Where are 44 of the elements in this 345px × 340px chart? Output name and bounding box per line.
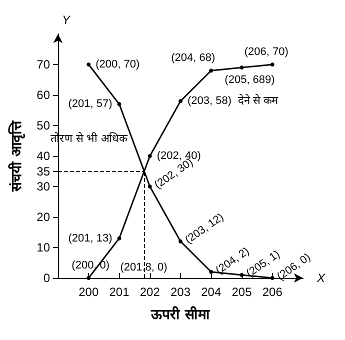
y-tick-label: 60 [36, 88, 50, 102]
point [209, 68, 214, 73]
data-label: (200, 70) [96, 58, 140, 70]
x-tick-label: 205 [232, 285, 252, 299]
point [240, 66, 244, 70]
y-tick-label: 30 [36, 180, 50, 194]
data-label: (201, 13) [68, 232, 112, 244]
text: Y [62, 13, 71, 27]
point [178, 99, 182, 104]
ref-line-label: (201.8, 0) [120, 262, 168, 274]
point [240, 272, 244, 277]
data-label: (203, 12) [183, 211, 226, 246]
point [148, 154, 152, 158]
data-label: (203, 58) [188, 95, 232, 108]
point [86, 62, 91, 66]
x-tick-label: 204 [201, 285, 222, 299]
y-tick-label: 0 [43, 271, 50, 285]
point [270, 62, 274, 66]
x-tick-label: 203 [170, 285, 191, 299]
y-tick-label: 50 [36, 118, 50, 132]
data-label: (201, 57) [68, 98, 112, 110]
y-axis-title: संचयी आवृत्ति [8, 120, 26, 192]
x-tick-label: 200 [78, 285, 99, 299]
x-tick-label: 206 [262, 285, 283, 299]
point [209, 270, 214, 274]
point [178, 239, 182, 244]
data-label: (205, 689) [224, 74, 275, 86]
x-tick-label: 202 [140, 285, 160, 299]
point [117, 236, 122, 240]
y-tick-label: 20 [36, 210, 50, 224]
y-tick-label: 10 [36, 240, 50, 254]
point [148, 184, 152, 188]
x-tick-label: 201 [109, 285, 130, 299]
data-label: (206, 70) [244, 46, 288, 58]
y-tick-label: 70 [36, 58, 50, 72]
data-label: (204, 68) [171, 52, 216, 64]
point [270, 276, 274, 280]
x-axis-title: ऊपरी सीमा [150, 306, 211, 323]
text: X [316, 271, 326, 285]
text: देने से कम [238, 94, 279, 108]
y-tick-label: 35 [36, 164, 50, 178]
y-tick-label: 40 [36, 149, 50, 163]
point [86, 276, 91, 280]
point [117, 102, 122, 106]
